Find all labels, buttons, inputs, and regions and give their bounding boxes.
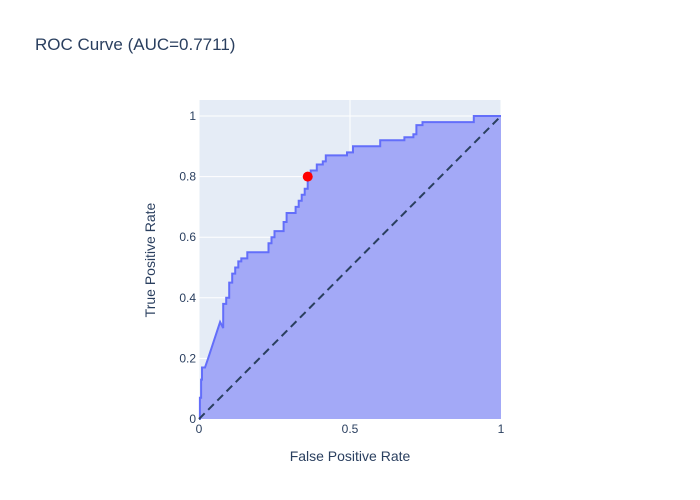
x-axis-title: False Positive Rate: [290, 448, 411, 464]
y-tick-label: 1: [189, 109, 196, 123]
roc-curve-line: [198, 115, 501, 420]
y-tick-label: 0.6: [179, 230, 196, 244]
y-axis-ticks: 0 0.2 0.4 0.6 0.8 1: [179, 109, 196, 426]
optimal-threshold-point: [302, 171, 313, 182]
x-axis-ticks: 0 0.5 1: [196, 422, 505, 436]
diagonal-reference-line: [198, 115, 502, 420]
y-tick-label: 0.4: [179, 291, 196, 305]
y-axis-title: True Positive Rate: [142, 202, 158, 317]
x-tick-label: 0.5: [342, 422, 359, 436]
data-marks: [198, 115, 502, 420]
y-tick-label: 0: [189, 412, 196, 426]
x-tick-label: 1: [498, 422, 505, 436]
y-tick-label: 0.8: [179, 170, 196, 184]
x-tick-label: 0: [196, 422, 203, 436]
y-tick-label: 0.2: [179, 351, 196, 365]
chart-title: ROC Curve (AUC=0.7711): [35, 35, 235, 54]
